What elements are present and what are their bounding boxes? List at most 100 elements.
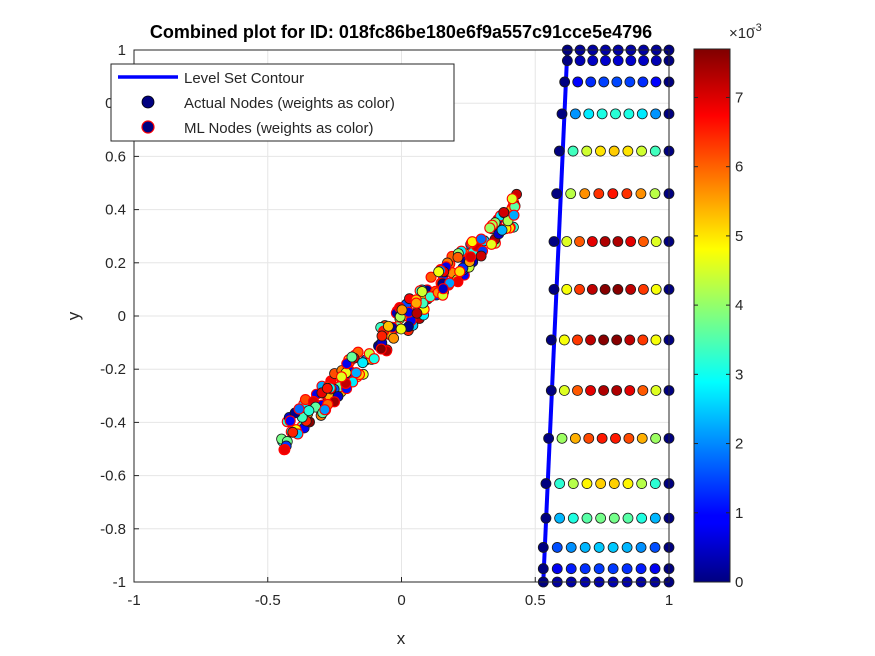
ml-node-point <box>475 233 487 245</box>
actual-node-point <box>585 334 596 346</box>
actual-node-point <box>611 76 623 88</box>
actual-node-point <box>583 432 595 444</box>
actual-node-point <box>567 512 579 524</box>
y-tick-label: -0.2 <box>100 361 126 378</box>
colorbar-exponent-power: -3 <box>752 22 762 34</box>
actual-node-point <box>610 108 621 120</box>
actual-node-point <box>650 55 662 67</box>
actual-node-point <box>586 283 598 295</box>
actual-node-point <box>565 188 577 200</box>
ml-node-point <box>396 304 408 316</box>
actual-node-point <box>650 76 662 88</box>
actual-node-point <box>559 76 571 88</box>
ml-node-point <box>425 271 437 283</box>
colorbar-tick-label: 7 <box>735 89 743 106</box>
actual-node-point <box>579 542 591 553</box>
legend: Level Set Contour Actual Nodes (weights … <box>110 63 455 142</box>
actual-node-point <box>556 108 568 120</box>
actual-node-point <box>561 236 573 247</box>
actual-node-point <box>625 55 637 67</box>
actual-node-point <box>572 334 583 346</box>
ml-node-point <box>368 353 380 365</box>
colorbar-tick-label: 0 <box>735 574 743 591</box>
actual-node-point <box>621 542 633 553</box>
ml-node-point <box>465 251 477 263</box>
ml-node-point <box>321 382 333 394</box>
ml-node-point <box>433 266 445 278</box>
actual-node-point <box>623 432 635 444</box>
actual-node-point <box>608 478 620 489</box>
ml-node-point <box>508 209 520 221</box>
ml-node-point <box>437 283 449 295</box>
actual-node-point <box>574 283 585 295</box>
actual-node-point <box>587 55 599 67</box>
actual-node-point <box>598 385 610 396</box>
actual-node-point <box>649 145 661 157</box>
actual-node-point <box>636 145 647 157</box>
actual-node-point <box>551 188 563 200</box>
actual-node-point <box>556 432 568 444</box>
actual-node-point <box>599 236 611 247</box>
actual-node-point <box>612 55 624 67</box>
actual-node-point <box>593 188 605 200</box>
actual-node-point <box>624 385 636 396</box>
actual-node-point <box>548 283 560 295</box>
ml-node-point <box>319 404 331 416</box>
actual-node-point <box>607 188 619 200</box>
ml-node-point <box>383 320 394 332</box>
ml-node-point <box>375 343 387 355</box>
actual-node-point <box>649 512 661 524</box>
actual-node-point <box>595 478 607 489</box>
actual-node-point <box>558 385 570 396</box>
legend-label-ml: ML Nodes (weights as color) <box>184 120 374 137</box>
ml-node-point <box>498 207 510 218</box>
colorbar-ticks: 0 1 2 3 4 5 6 7 <box>694 89 743 591</box>
y-axis-label: y <box>64 311 83 320</box>
y-tick-label: -0.6 <box>100 468 126 485</box>
actual-node-point <box>637 334 649 346</box>
actual-node-point <box>586 236 598 247</box>
actual-node-point <box>599 283 611 295</box>
actual-node-point <box>612 283 624 295</box>
actual-node-point <box>548 236 560 247</box>
actual-node-point <box>622 512 634 524</box>
actual-node-point <box>545 334 557 346</box>
ml-node-point <box>287 426 299 438</box>
actual-node-point <box>596 432 608 444</box>
actual-node-point <box>649 563 661 575</box>
actual-node-point <box>638 283 649 295</box>
actual-node-point <box>567 145 579 157</box>
x-tick-label: 0.5 <box>525 592 546 609</box>
ml-node-point <box>484 222 496 234</box>
colorbar-tick-label: 3 <box>735 366 743 383</box>
actual-node-point <box>621 188 633 200</box>
ml-node-point <box>376 330 388 342</box>
y-tick-label: 1 <box>118 42 126 59</box>
actual-node-point <box>540 512 552 524</box>
ml-node-point <box>485 238 498 250</box>
actual-node-point <box>625 236 637 247</box>
actual-node-point <box>554 512 566 524</box>
ml-node-point <box>410 297 422 309</box>
ml-node-point <box>357 357 369 369</box>
y-tick-label: -0.8 <box>100 521 126 538</box>
ml-node-point <box>293 403 305 415</box>
ml-node-point <box>506 193 518 205</box>
legend-ml-marker <box>141 120 155 134</box>
actual-node-point <box>637 385 649 396</box>
actual-node-point <box>551 542 563 553</box>
actual-node-point <box>579 563 591 575</box>
y-tick-label: 0.2 <box>105 255 126 272</box>
actual-node-point <box>561 283 573 295</box>
level-set-contour-line <box>541 49 570 583</box>
actual-node-point <box>545 385 557 396</box>
actual-node-point <box>650 108 662 120</box>
x-tick-label: 0 <box>397 592 405 609</box>
actual-node-point <box>598 334 610 346</box>
colorbar-tick-label: 5 <box>735 228 743 245</box>
actual-node-point <box>635 188 647 200</box>
ml-node-point <box>279 444 291 456</box>
actual-node-point <box>635 563 647 575</box>
legend-label-actual: Actual Nodes (weights as color) <box>184 95 395 112</box>
actual-node-point <box>621 563 633 575</box>
